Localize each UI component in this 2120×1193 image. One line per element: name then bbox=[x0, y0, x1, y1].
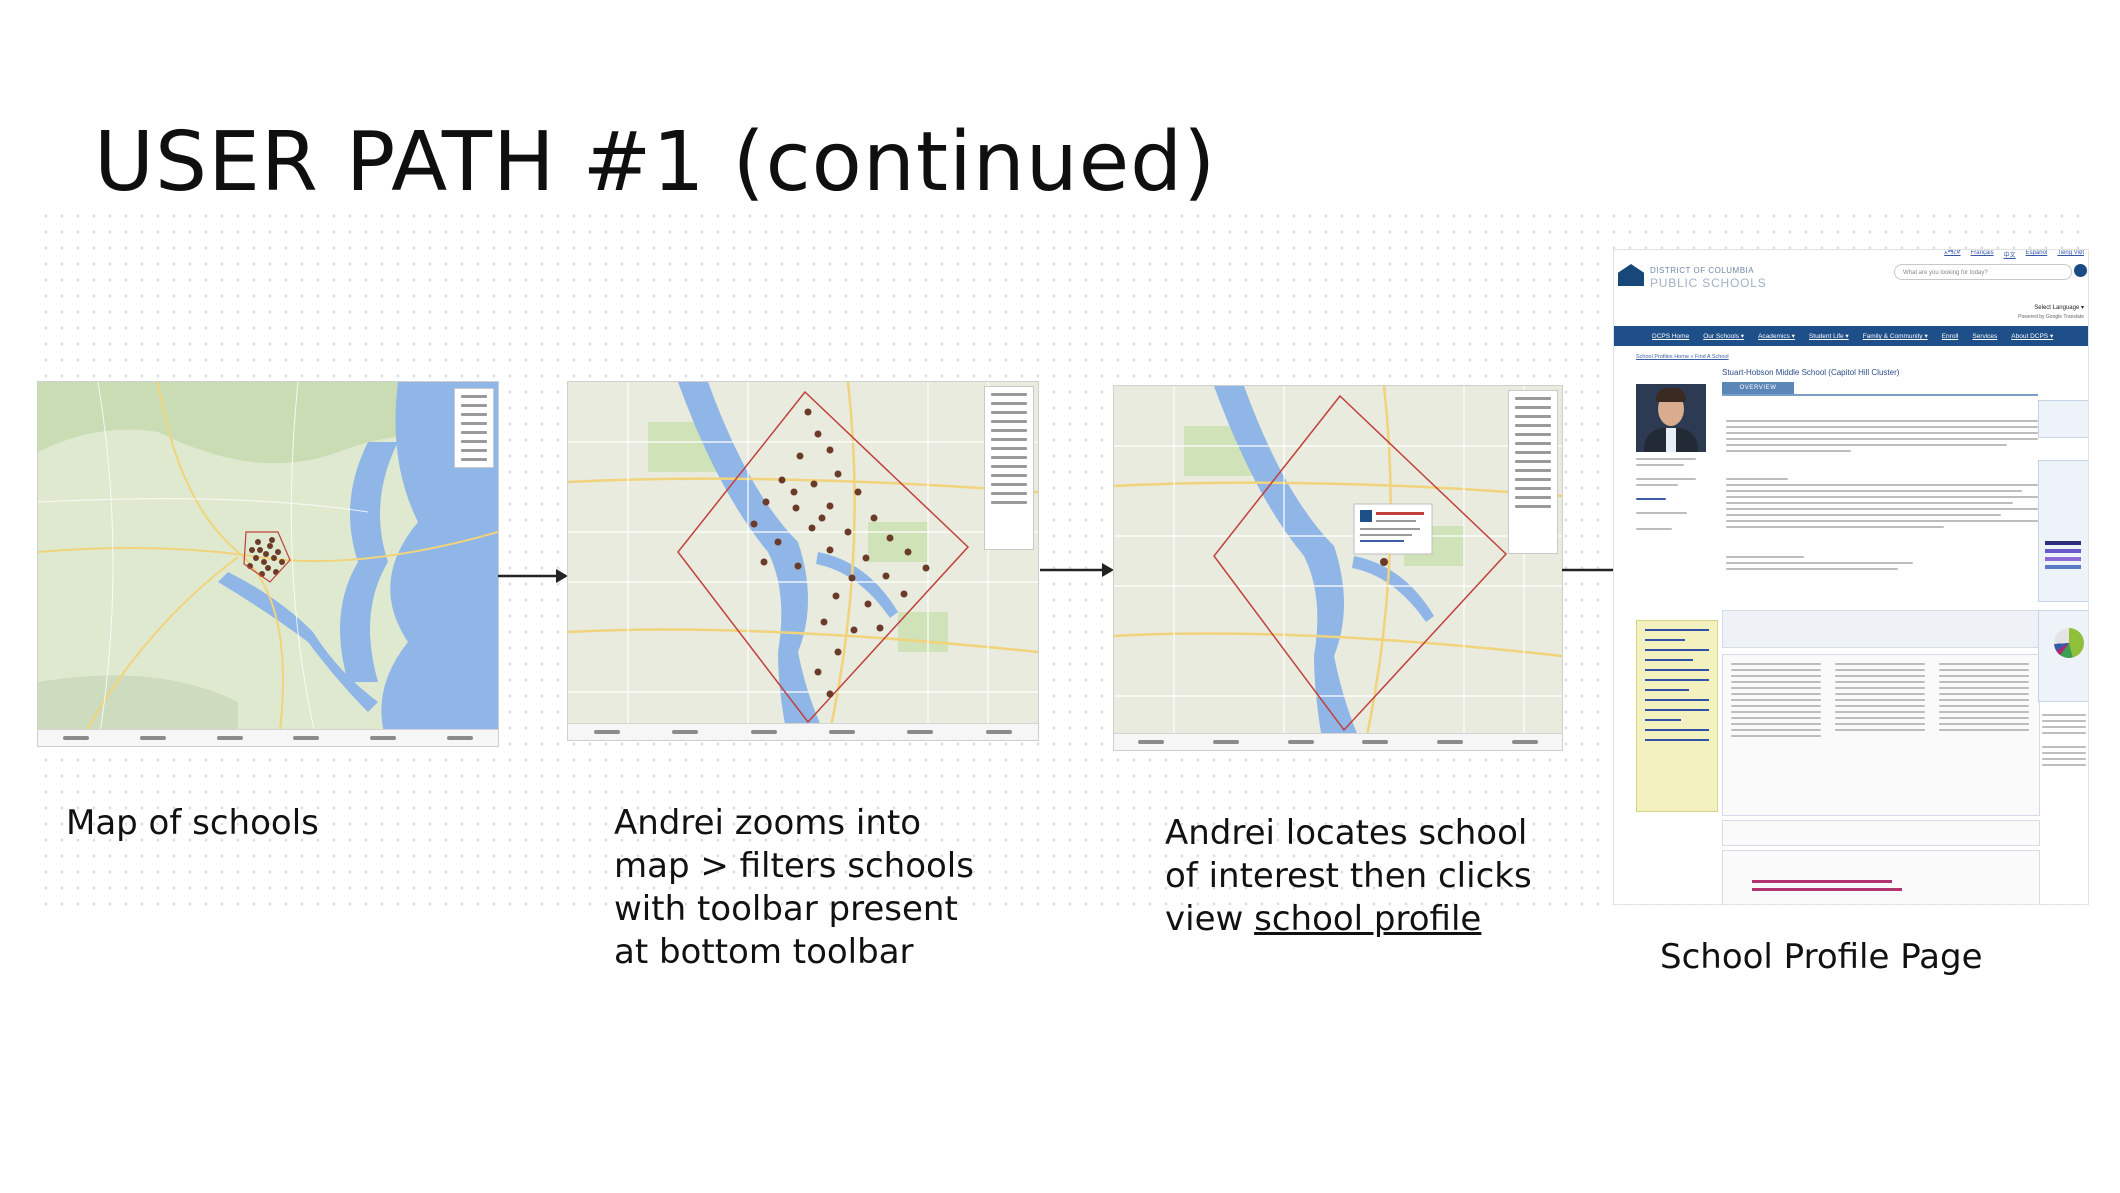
nav-item[interactable]: Student Life ▾ bbox=[1808, 333, 1849, 340]
language-link[interactable]: አማርኛ bbox=[1944, 250, 1961, 256]
language-links: አማርኛ Français 中文 Español Tiếng Việt bbox=[1944, 250, 2084, 259]
dcps-logo-icon bbox=[1618, 264, 1644, 286]
language-link[interactable]: Français bbox=[1970, 250, 1994, 256]
quick-links-sidebar[interactable] bbox=[1636, 620, 1718, 812]
language-link[interactable]: 中文 bbox=[2003, 253, 2016, 259]
main-nav: DCPS Home Our Schools ▾ Academics ▾ Stud… bbox=[1614, 326, 2088, 346]
map-bottom-toolbar[interactable] bbox=[1114, 733, 1562, 750]
student-demographics-box bbox=[2038, 610, 2088, 702]
caption-map-of-schools: Map of schools bbox=[66, 803, 319, 843]
nav-item[interactable]: Services bbox=[1972, 332, 1998, 340]
nav-item[interactable]: Our Schools ▾ bbox=[1703, 333, 1745, 340]
map-bottom-toolbar[interactable] bbox=[38, 729, 498, 746]
sustainability-section bbox=[1722, 820, 2040, 846]
select-language-dropdown[interactable]: Select Language ▾ bbox=[2034, 305, 2084, 311]
school-name-heading: Stuart-Hobson Middle School (Capitol Hil… bbox=[1722, 368, 1900, 377]
satisfaction-bar bbox=[1752, 880, 1892, 883]
slide-title: USER PATH #1 (continued) bbox=[94, 115, 1217, 210]
demographics-stats bbox=[2042, 714, 2086, 770]
screenshot-school-profile-page: DISTRICT OF COLUMBIA PUBLIC SCHOOLS አማርኛ… bbox=[1614, 250, 2088, 904]
profile-header: DISTRICT OF COLUMBIA PUBLIC SCHOOLS አማርኛ… bbox=[1614, 250, 2088, 324]
student-performance-box bbox=[2038, 460, 2088, 602]
nav-item[interactable]: Family & Community ▾ bbox=[1862, 333, 1928, 340]
facilities-section bbox=[1722, 654, 2040, 816]
language-link[interactable]: Español bbox=[2025, 250, 2048, 256]
nav-item[interactable]: DCPS Home bbox=[1652, 332, 1690, 340]
caption-locate-school-text: Andrei locates school of interest then c… bbox=[1165, 813, 1532, 939]
org-name-line1: DISTRICT OF COLUMBIA bbox=[1650, 266, 1755, 275]
site-search-input[interactable]: What are you looking for today? bbox=[1894, 264, 2072, 280]
school-profile-link[interactable]: school profile bbox=[1254, 899, 1482, 939]
breadcrumb[interactable]: School Profiles Home » Find A School bbox=[1636, 354, 1729, 360]
nav-item[interactable]: About DCPS ▾ bbox=[2011, 333, 2054, 340]
grade-level-box bbox=[2038, 400, 2088, 438]
principal-photo bbox=[1636, 384, 1706, 452]
arrow-right-icon bbox=[1040, 563, 1114, 577]
overview-text bbox=[1726, 420, 2038, 456]
filter-panel[interactable] bbox=[1508, 390, 1558, 554]
arrow-right-icon bbox=[498, 569, 568, 583]
region-map-graphic bbox=[38, 382, 498, 746]
map-legend-panel[interactable] bbox=[454, 388, 494, 468]
nav-item[interactable]: Enroll bbox=[1941, 332, 1959, 340]
zoomed-map-graphic bbox=[568, 382, 1038, 740]
satisfaction-bar bbox=[1752, 888, 1902, 891]
powered-by-note: Powered by Google Translate bbox=[2018, 314, 2084, 320]
screenshot-zoomed-map bbox=[568, 382, 1038, 740]
filter-panel[interactable] bbox=[984, 386, 1034, 550]
feeder-schools-section bbox=[1722, 610, 2040, 648]
language-link[interactable]: Tiếng Việt bbox=[2057, 250, 2084, 256]
screenshot-region-map bbox=[38, 382, 498, 746]
map-bottom-toolbar[interactable] bbox=[568, 723, 1038, 740]
caption-school-profile-page: School Profile Page bbox=[1660, 937, 1983, 977]
tab-overview[interactable]: OVERVIEW bbox=[1722, 382, 1794, 394]
screenshot-school-popup-map bbox=[1114, 386, 1562, 750]
nav-item[interactable]: Academics ▾ bbox=[1758, 333, 1795, 340]
caption-locate-school: Andrei locates school of interest then c… bbox=[1165, 812, 1532, 941]
search-icon[interactable] bbox=[2074, 264, 2087, 277]
address-block bbox=[1636, 458, 1696, 534]
student-satisfaction-section bbox=[1722, 850, 2040, 904]
org-name-line2: PUBLIC SCHOOLS bbox=[1650, 276, 1767, 290]
programs-list bbox=[1726, 478, 2038, 574]
caption-zoom-filter: Andrei zooms into map > filters schools … bbox=[614, 803, 974, 972]
tab-underline bbox=[1722, 394, 2038, 396]
popup-map-graphic bbox=[1114, 386, 1562, 750]
demographics-pie-chart bbox=[2054, 628, 2084, 658]
